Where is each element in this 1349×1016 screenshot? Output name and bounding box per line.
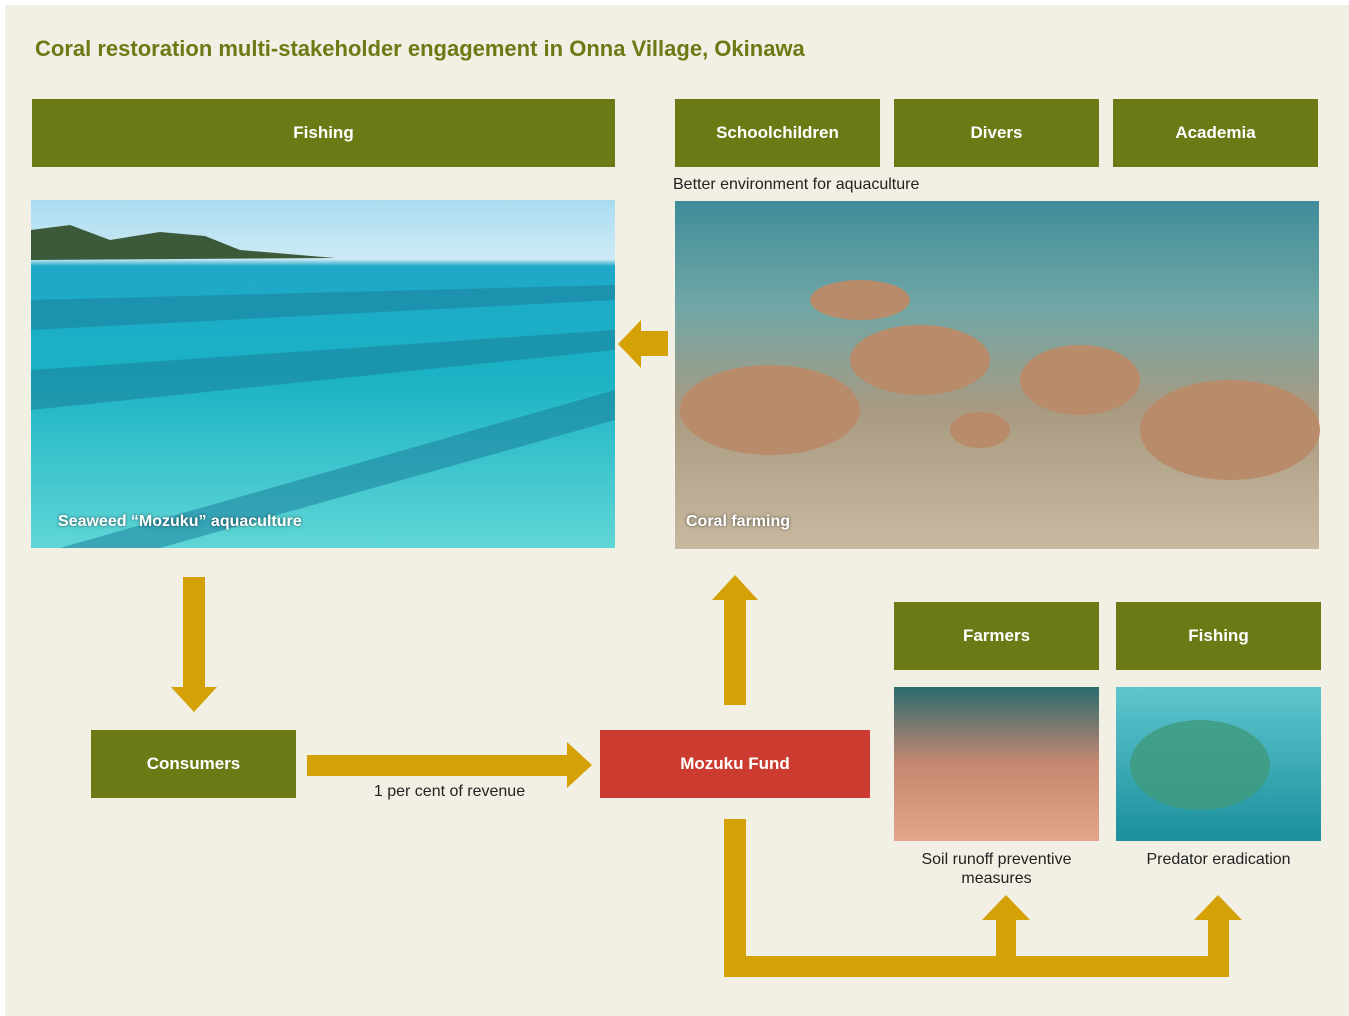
box-fishing: Fishing [32,99,615,167]
arrow-left [618,320,668,368]
arrow-down [171,577,217,712]
photo-caption: Seaweed “Mozuku” aquaculture [58,513,302,530]
photo-soil [894,687,1099,841]
label: Better environment for aquaculture [673,176,920,193]
photo-caption: Coral farming [686,513,791,530]
photo-stripes [31,285,615,548]
box-farmers: Farmers [894,602,1099,670]
photo-caption: Predator eradication [1146,851,1291,868]
box-academia: Academia [1113,99,1318,167]
label: 1 per cent of revenue [373,783,526,800]
arrow-up [712,575,758,705]
photo-island [31,225,335,260]
arrows [171,320,1242,977]
arrow-right [307,742,592,788]
arrow-branch [724,819,1242,977]
box-mozuku-fund: Mozuku Fund [600,730,870,798]
photo-coral-heads [680,280,1320,480]
box-fishing-2: Fishing [1116,602,1321,670]
photo-caption: Soil runoff preventive measures [921,851,1072,887]
photo-starfish-body [1130,720,1270,810]
box-schoolchildren: Schoolchildren [675,99,880,167]
title: Coral restoration multi-stakeholder enga… [35,36,805,61]
box-divers: Divers [894,99,1099,167]
box-consumers: Consumers [91,730,296,798]
